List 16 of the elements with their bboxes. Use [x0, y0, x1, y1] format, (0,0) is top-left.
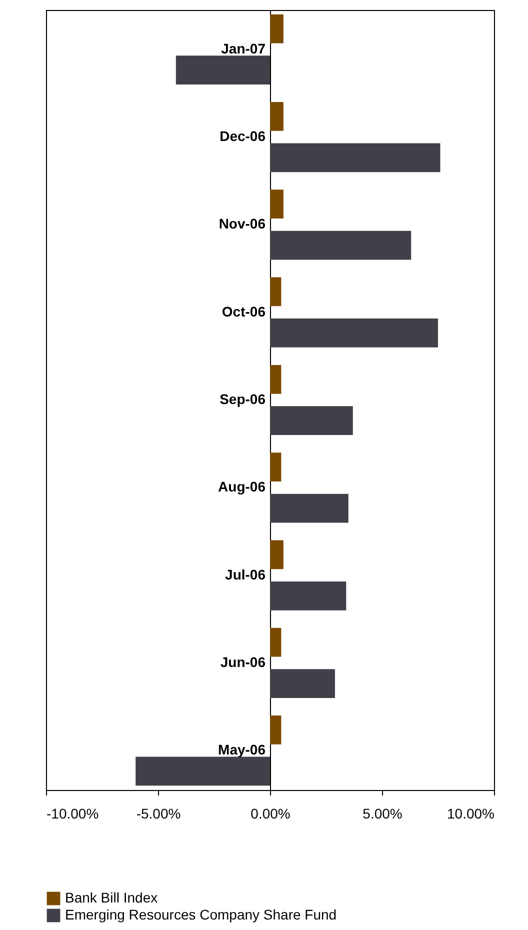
y-tick-label: Jul-06 [225, 566, 266, 582]
y-tick-label: Nov-06 [218, 216, 266, 232]
x-tick-label: 5.00% [362, 806, 402, 822]
y-tick-label: May-06 [218, 742, 266, 758]
x-tick-label: -5.00% [136, 806, 181, 822]
y-tick-label: Jun-06 [220, 654, 266, 670]
x-tick-label: 0.00% [250, 806, 290, 822]
legend-label: Bank Bill Index [65, 890, 158, 906]
y-tick-label: Jan-07 [221, 40, 266, 56]
x-tick-label: -10.00% [46, 806, 99, 822]
x-tick-label: 10.00% [447, 806, 494, 822]
y-tick-label: Aug-06 [218, 478, 266, 495]
y-tick-label: Sep-06 [220, 391, 266, 407]
y-tick-label: Dec-06 [220, 128, 266, 144]
y-tick-label: Oct-06 [222, 303, 266, 320]
legend-label: Emerging Resources Company Share Fund [65, 906, 337, 922]
